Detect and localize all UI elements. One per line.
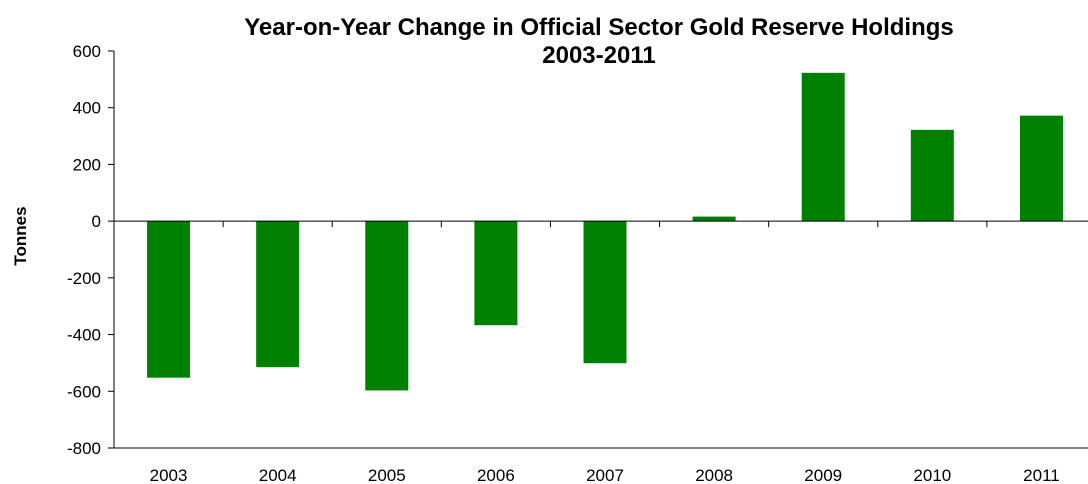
y-tick-label: 400 xyxy=(73,99,101,118)
x-tick-label: 2010 xyxy=(913,466,951,484)
x-tick-label: 2009 xyxy=(804,466,842,484)
axes xyxy=(113,51,1088,449)
x-tick-label: 2008 xyxy=(695,466,733,484)
y-axis-ticks: -800 -600 -400 -200 0 200 400 600 xyxy=(67,42,114,458)
bar-2011 xyxy=(1019,115,1063,222)
chart-title: Year-on-Year Change in Official Sector G… xyxy=(244,14,954,41)
y-tick-label: 600 xyxy=(73,42,101,61)
x-tick-label: 2006 xyxy=(477,466,515,484)
y-tick-label: -600 xyxy=(67,382,101,401)
bar-2004 xyxy=(256,221,300,368)
bar-2007 xyxy=(583,221,627,364)
x-tick-label: 2004 xyxy=(259,466,297,484)
x-axis-ticks: 2003 2004 2005 2006 2007 2008 2009 2010 2011 xyxy=(150,221,1060,484)
x-tick-label: 2011 xyxy=(1023,466,1060,484)
bar-2010 xyxy=(910,129,954,222)
y-tick-label: -200 xyxy=(67,269,101,288)
chart-title-block: Year-on-Year Change in Official Sector G… xyxy=(0,14,1088,70)
x-tick-label: 2003 xyxy=(150,466,188,484)
bars xyxy=(147,72,1063,391)
bar-2005 xyxy=(365,221,409,391)
y-tick-label: -800 xyxy=(67,439,101,458)
y-axis-label: Tonnes xyxy=(11,206,30,265)
y-tick-label: 200 xyxy=(73,155,101,174)
bar-2008 xyxy=(692,216,736,222)
y-tick-label: -400 xyxy=(67,326,101,345)
x-tick-label: 2007 xyxy=(586,466,624,484)
y-tick-label: 0 xyxy=(92,212,101,231)
bar-2006 xyxy=(474,221,518,326)
bar-2009 xyxy=(801,72,845,222)
bar-2003 xyxy=(147,221,191,378)
x-tick-label: 2005 xyxy=(368,466,406,484)
chart-subtitle: 2003-2011 xyxy=(542,42,656,69)
